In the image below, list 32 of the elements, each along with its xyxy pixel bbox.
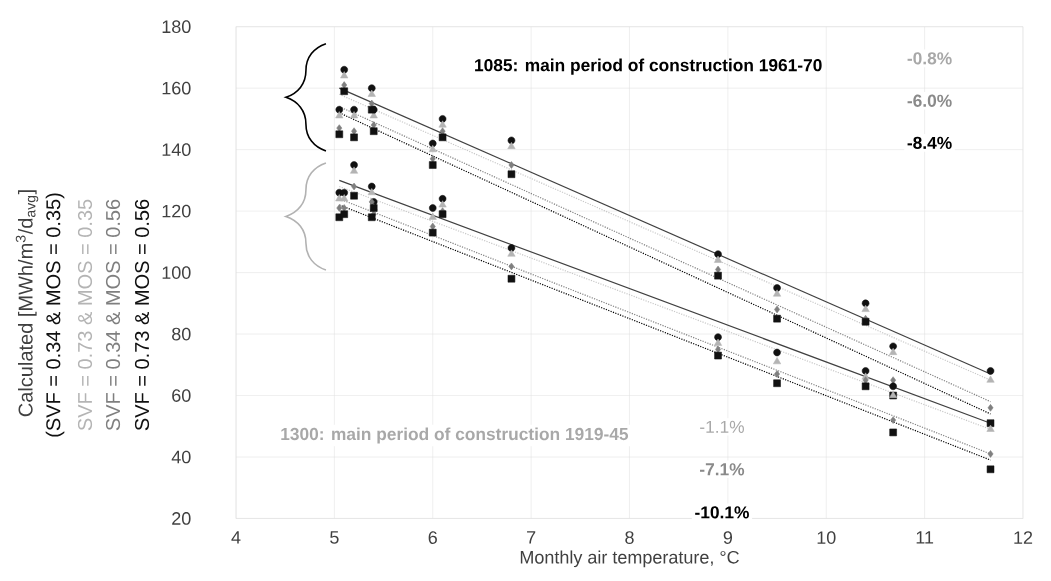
x-tick-label: 10 <box>817 531 836 544</box>
annotation: -0.8% <box>907 52 952 65</box>
annotation: -8.4% <box>907 136 952 150</box>
y-tick-label: 20 <box>172 512 191 525</box>
x-tick-label: 12 <box>1014 531 1033 544</box>
x-tick-label: 7 <box>527 531 536 544</box>
x-tick-label: 11 <box>916 531 934 544</box>
annotation: -7.1% <box>700 463 745 476</box>
annotation: -6.0% <box>907 94 952 107</box>
y-tick-label: 180 <box>162 20 191 34</box>
x-tick-label: 4 <box>231 531 241 544</box>
annotation: -10.1% <box>695 506 749 519</box>
y-tick-label: 160 <box>162 81 191 95</box>
text: (SVF = 0.34 & MOS = 0.35) <box>45 193 65 437</box>
y-tick-label: 80 <box>172 327 191 341</box>
text: SVF = 0.73 & MOS = 0.56 <box>134 199 150 431</box>
x-tick-label: 5 <box>330 531 339 544</box>
y-tick-label: 140 <box>162 143 191 156</box>
annotation: 1300: main period of construction 1919-45 <box>281 427 629 444</box>
annotation: 1085: main period of construction 1961-70 <box>475 58 822 75</box>
y-tick-label: 60 <box>172 389 191 402</box>
text: SVF = 0.34 & MOS = 0.56 <box>105 199 121 431</box>
y-tick-label: 120 <box>162 204 191 218</box>
text: Calculated [MWh/m$^{3}$/d$_{avg}$] <box>15 190 39 417</box>
x-tick-label: 9 <box>723 531 733 544</box>
x-tick-label: 6 <box>428 531 437 544</box>
x-axis-title: Monthly air temperature, °C <box>520 550 739 568</box>
y-tick-label: 40 <box>171 450 191 464</box>
x-tick-label: 8 <box>625 531 634 544</box>
annotation: -1.1% <box>700 420 744 433</box>
text: SVF = 0.73 & MOS = 0.35 <box>77 199 93 431</box>
y-tick-label: 100 <box>162 266 191 279</box>
